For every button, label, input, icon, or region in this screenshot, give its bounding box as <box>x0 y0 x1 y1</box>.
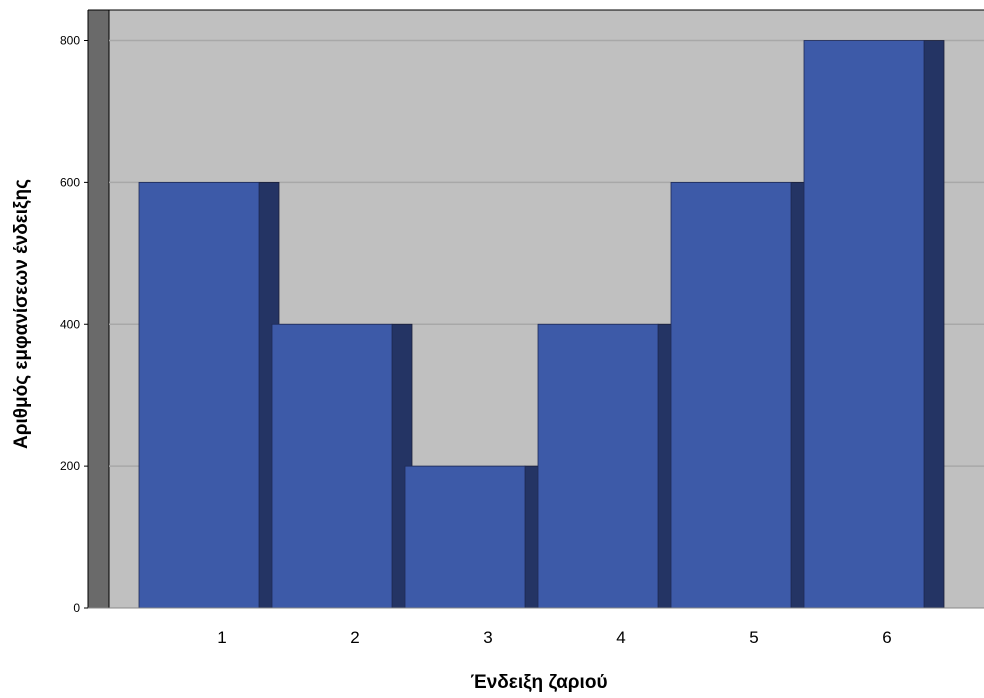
y-tick-label: 400 <box>60 317 80 331</box>
bar-group <box>271 323 413 609</box>
x-tick-label: 1 <box>217 628 226 647</box>
bar <box>138 181 260 609</box>
x-tick-label: 4 <box>616 628 625 647</box>
y-axis-title: Αριθμός εμφανίσεων ένδειξης <box>11 179 32 449</box>
bar-group <box>404 465 546 609</box>
y-tick-label: 800 <box>60 34 80 48</box>
bar-group <box>803 40 945 609</box>
bar-side <box>923 40 945 609</box>
x-axis: 1 2 3 4 5 6 <box>217 628 891 647</box>
bar-group <box>537 323 679 609</box>
left-wall <box>88 10 109 608</box>
bars <box>138 40 945 609</box>
y-axis: 0 200 400 600 800 <box>60 34 88 615</box>
x-tick-label: 2 <box>350 628 359 647</box>
y-tick-label: 600 <box>60 175 80 189</box>
bar <box>271 323 393 609</box>
bar <box>803 40 925 609</box>
y-tick-label: 200 <box>60 459 80 473</box>
x-tick-label: 3 <box>483 628 492 647</box>
x-tick-label: 5 <box>749 628 758 647</box>
bar <box>537 323 659 609</box>
x-axis-title: Ένδειξη ζαριού <box>471 672 608 693</box>
bar <box>670 181 792 609</box>
y-tick-label: 0 <box>73 601 80 615</box>
bar-group <box>670 181 812 609</box>
bar <box>404 465 526 609</box>
plot-area <box>87 9 984 609</box>
bar-group <box>138 181 280 609</box>
x-tick-label: 6 <box>882 628 891 647</box>
